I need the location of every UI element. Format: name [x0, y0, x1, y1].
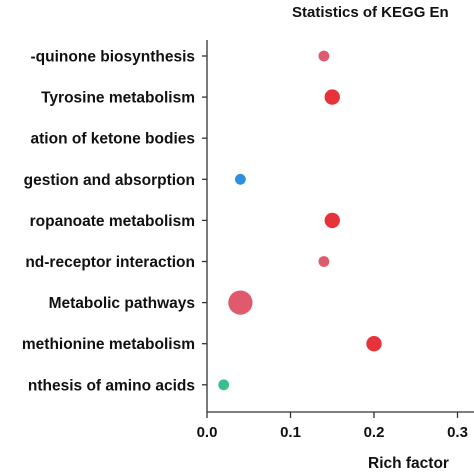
data-point: [235, 173, 246, 185]
x-tick-label: 0.0: [197, 424, 218, 441]
category-label: ation of ketone bodies: [31, 131, 195, 148]
data-point: [324, 89, 340, 105]
x-tick-marks: [206, 412, 459, 418]
data-point: [318, 256, 330, 267]
category-label: gestion and absorption: [24, 172, 195, 189]
data-point: [366, 336, 382, 352]
category-label: nd-receptor interaction: [25, 254, 195, 271]
x-axis-label: Rich factor: [368, 455, 449, 472]
y-tick-marks: [202, 55, 207, 386]
data-point: [324, 212, 340, 229]
category-label: Metabolic pathways: [49, 295, 195, 312]
data-point: [318, 50, 330, 62]
chart-title: Statistics of KEGG En: [292, 4, 449, 21]
data-point: [218, 379, 230, 391]
x-tick-labels: 0.0 0.1 0.2 0.3: [197, 424, 468, 441]
category-label: -quinone biosynthesis: [31, 49, 195, 66]
category-labels: -quinone biosynthesis Tyrosine metabolism…: [22, 49, 195, 395]
x-tick-label: 0.2: [364, 424, 385, 441]
x-tick-label: 0.3: [447, 424, 468, 441]
category-label: nthesis of amino acids: [28, 377, 195, 394]
category-label: Tyrosine metabolism: [41, 90, 195, 107]
category-label: methionine metabolism: [22, 336, 195, 353]
data-points: [218, 50, 382, 391]
data-point: [228, 290, 253, 315]
x-tick-label: 0.1: [280, 424, 301, 441]
category-label: ropanoate metabolism: [30, 213, 195, 230]
